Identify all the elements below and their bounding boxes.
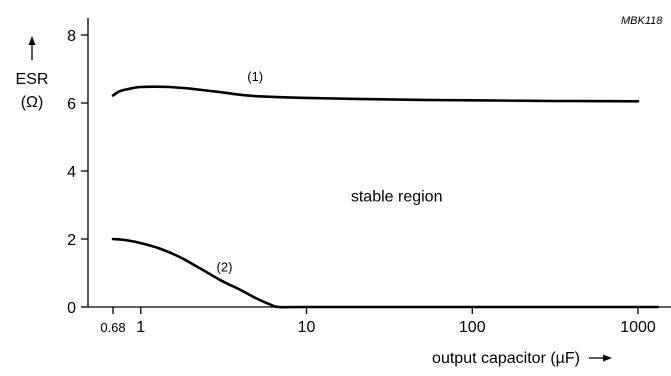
stable-region-label: stable region — [351, 189, 443, 206]
x-tick-label: 10 — [298, 319, 316, 336]
curve-label-2: (2) — [217, 259, 233, 274]
y-axis-ticks: 0 2 4 6 8 — [67, 28, 88, 317]
x-tick-label: 100 — [459, 319, 486, 336]
axes — [87, 18, 671, 308]
x-axis-arrow-head — [603, 354, 612, 362]
series-curves — [111, 85, 660, 309]
x-tick-label: 0.68 — [100, 320, 125, 335]
x-axis-ticks: 0.68 1 10 100 1000 — [100, 307, 656, 336]
reference-code: MBK118 — [621, 15, 663, 27]
x-axis-label-text: output capacitor (µF) — [432, 350, 580, 367]
series-curve-2 — [111, 237, 660, 309]
y-tick-label: 6 — [67, 96, 76, 113]
y-tick-label: 0 — [67, 300, 76, 317]
x-tick-label: 1000 — [620, 319, 656, 336]
y-tick-label: 8 — [67, 28, 76, 45]
y-axis-label-bottom: (Ω) — [21, 94, 44, 111]
y-axis-label: ESR (Ω) — [16, 36, 49, 111]
series-curve-1 — [111, 85, 640, 103]
y-tick-label: 2 — [67, 232, 76, 249]
y-axis-arrow-head — [28, 36, 36, 45]
x-axis-label: output capacitor (µF) — [432, 350, 612, 367]
curve-label-1: (1) — [247, 69, 263, 84]
y-axis-label-top: ESR — [16, 71, 49, 88]
y-tick-label: 4 — [67, 164, 76, 181]
annotations: (1) (2) stable region — [217, 69, 443, 274]
x-tick-label: 1 — [136, 319, 145, 336]
